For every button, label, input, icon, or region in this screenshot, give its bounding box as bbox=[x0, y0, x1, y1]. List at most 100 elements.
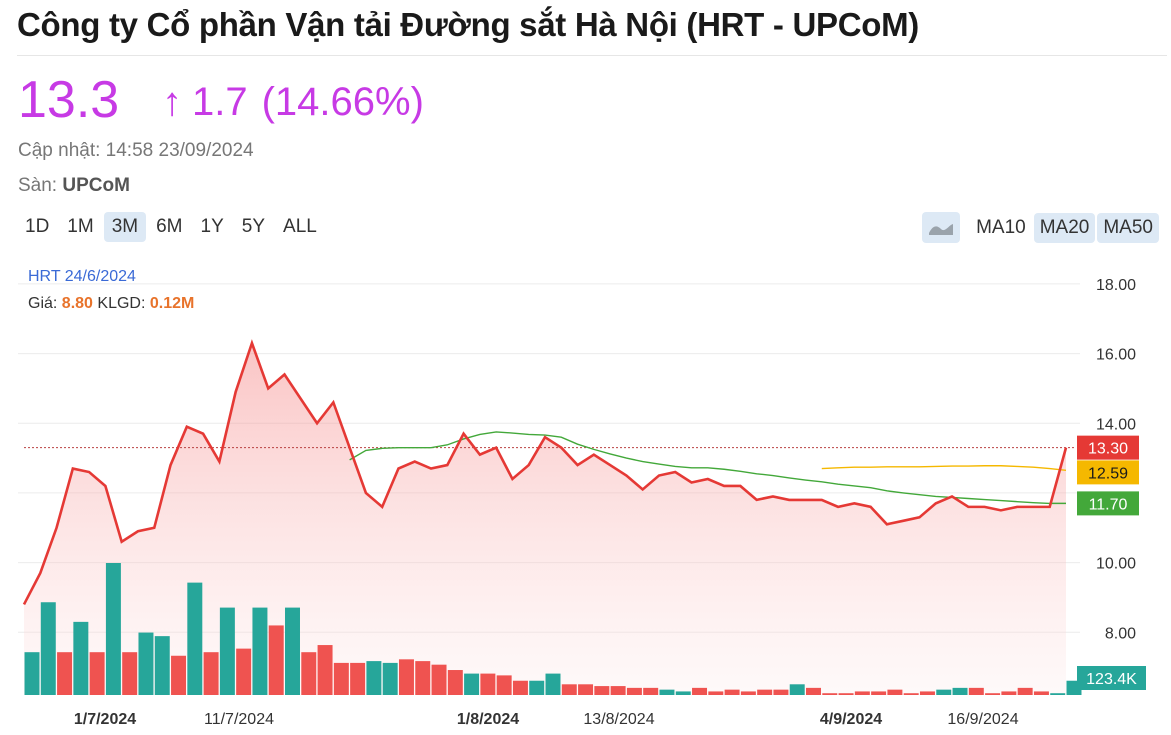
area-chart-toggle[interactable] bbox=[922, 212, 961, 243]
volume-bar bbox=[1017, 687, 1033, 695]
volume-bar bbox=[89, 652, 105, 695]
ma50-button[interactable]: MA50 bbox=[1097, 212, 1159, 243]
ma20-line bbox=[821, 465, 1067, 471]
volume-bar bbox=[203, 652, 219, 695]
volume-bar bbox=[512, 680, 528, 695]
range-1y-button[interactable]: 1Y bbox=[200, 216, 224, 237]
range-1d-button[interactable]: 1D bbox=[25, 216, 50, 237]
volume-bar bbox=[757, 689, 773, 695]
range-6m-button[interactable]: 6M bbox=[156, 216, 183, 237]
volume-bar bbox=[822, 693, 838, 695]
volume-bar bbox=[659, 689, 675, 695]
ma50-line bbox=[349, 431, 1066, 505]
volume-bar bbox=[724, 689, 740, 695]
x-tick-label: 1/8/2024 bbox=[457, 711, 519, 728]
volume-bar bbox=[740, 691, 756, 695]
x-tick-label: 16/9/2024 bbox=[947, 711, 1018, 728]
volume-bar bbox=[708, 691, 724, 695]
volume-bar bbox=[985, 693, 1001, 695]
title-divider bbox=[17, 55, 1167, 56]
volume-bar bbox=[105, 563, 121, 695]
arrow-up-icon: ↑ bbox=[162, 80, 182, 124]
volume-value-label: 123.4K bbox=[1086, 671, 1137, 688]
tooltip-volume-label: KLGD: bbox=[97, 295, 146, 312]
volume-bar bbox=[268, 625, 284, 695]
y-tick-label: 18.00 bbox=[1096, 277, 1136, 294]
range-1m-button[interactable]: 1M bbox=[67, 216, 94, 237]
volume-bar bbox=[838, 693, 854, 695]
volume-bar bbox=[952, 687, 968, 695]
x-tick-label: 11/7/2024 bbox=[204, 711, 274, 728]
volume-bar bbox=[626, 687, 642, 695]
change-percent: (14.66%) bbox=[261, 80, 424, 124]
last-value-badge bbox=[1077, 491, 1139, 516]
range-all-button[interactable]: ALL bbox=[283, 216, 317, 237]
volume-bar bbox=[903, 693, 919, 695]
tooltip-volume-value: 0.12M bbox=[149, 295, 195, 312]
volume-bar bbox=[643, 687, 659, 695]
volume-bar bbox=[350, 662, 366, 695]
volume-bar bbox=[854, 691, 870, 695]
volume-bar bbox=[447, 670, 463, 695]
volume-bar bbox=[24, 652, 40, 695]
volume-bar bbox=[187, 582, 203, 695]
range-5y-button[interactable]: 5Y bbox=[241, 216, 266, 237]
volume-bar bbox=[415, 661, 431, 695]
volume-bar bbox=[561, 684, 577, 695]
volume-bar bbox=[936, 689, 952, 695]
last-value-badge bbox=[1077, 460, 1139, 485]
volume-bar bbox=[73, 621, 89, 695]
volume-bar bbox=[919, 691, 935, 695]
volume-bar bbox=[887, 689, 903, 695]
volume-bar bbox=[806, 687, 821, 695]
exchange-info: Sàn: UPCoM bbox=[18, 175, 130, 197]
volume-bar bbox=[138, 632, 154, 695]
x-tick-label: 1/7/2024 bbox=[74, 711, 136, 728]
volume-bar bbox=[171, 655, 187, 695]
volume-bar bbox=[154, 636, 170, 695]
volume-bar bbox=[431, 664, 447, 695]
volume-bar bbox=[480, 673, 496, 695]
volume-bar bbox=[317, 645, 333, 695]
change-value: 1.7 bbox=[192, 80, 248, 124]
ma50-value-label: 11.70 bbox=[1089, 496, 1128, 513]
tooltip-price-value: 8.80 bbox=[61, 295, 93, 312]
current-price: 13.3 bbox=[18, 71, 120, 129]
volume-bar bbox=[594, 686, 610, 695]
y-tick-label: 10.00 bbox=[1096, 556, 1136, 573]
tooltip-values: Giá: 8.80 KLGD: 0.12M bbox=[28, 295, 194, 313]
volume-bar bbox=[122, 652, 138, 695]
tooltip-price-label: Giá: bbox=[28, 295, 58, 312]
volume-bar bbox=[285, 607, 300, 695]
volume-bar bbox=[252, 607, 268, 695]
volume-bar bbox=[692, 687, 708, 695]
last-value-badge bbox=[1077, 666, 1146, 690]
indicator-toolbar: MA10 MA20 MA50 bbox=[922, 212, 1159, 243]
volume-bar bbox=[382, 662, 398, 695]
exchange-value: UPCoM bbox=[62, 175, 130, 196]
volume-bar bbox=[398, 659, 414, 695]
volume-bar bbox=[1001, 691, 1017, 695]
volume-bar bbox=[301, 652, 317, 695]
volume-bar bbox=[545, 673, 561, 695]
range-3m-button[interactable]: 3M bbox=[103, 212, 147, 242]
exchange-label: Sàn: bbox=[18, 175, 58, 196]
page-title: Công ty Cổ phần Vận tải Đường sắt Hà Nội… bbox=[17, 6, 919, 43]
range-selector: 1D 1M 3M 6M 1Y 5Y ALL bbox=[17, 212, 327, 242]
volume-bar bbox=[871, 691, 887, 695]
updated-time: Cập nhật: 14:58 23/09/2024 bbox=[18, 140, 254, 161]
volume-bar bbox=[529, 680, 545, 695]
volume-bar bbox=[236, 648, 252, 695]
y-tick-label: 16.00 bbox=[1096, 347, 1136, 364]
ma10-button[interactable]: MA10 bbox=[976, 216, 1026, 238]
ma20-button[interactable]: MA20 bbox=[1033, 212, 1096, 243]
ma20-value-label: 12.59 bbox=[1088, 465, 1128, 482]
volume-bar bbox=[610, 686, 626, 695]
volume-bar bbox=[57, 652, 73, 695]
volume-bar bbox=[578, 684, 594, 695]
price-line bbox=[22, 339, 1068, 606]
x-tick-label: 13/8/2024 bbox=[583, 711, 654, 728]
volume-bar bbox=[366, 661, 382, 695]
volume-bar bbox=[968, 687, 984, 695]
